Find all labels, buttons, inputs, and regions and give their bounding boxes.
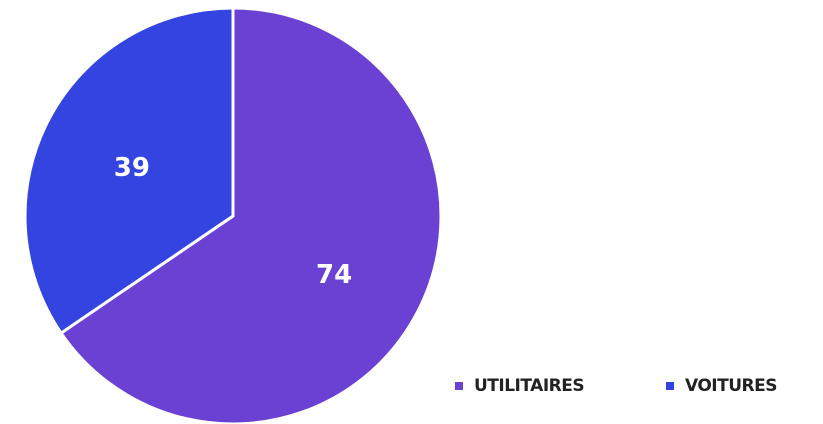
legend-label: UTILITAIRES [474,376,584,396]
slice-label: 39 [114,153,150,183]
legend-swatch [455,382,463,390]
pie-slice [59,6,443,424]
pie-slice [23,6,235,335]
legend-swatch [666,382,674,390]
slice-label: 74 [316,260,352,290]
legend-label: VOITURES [685,376,777,396]
